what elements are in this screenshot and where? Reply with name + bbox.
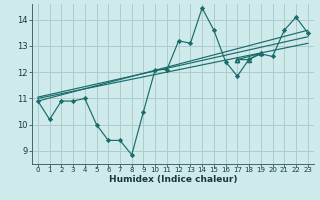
X-axis label: Humidex (Indice chaleur): Humidex (Indice chaleur) — [108, 175, 237, 184]
